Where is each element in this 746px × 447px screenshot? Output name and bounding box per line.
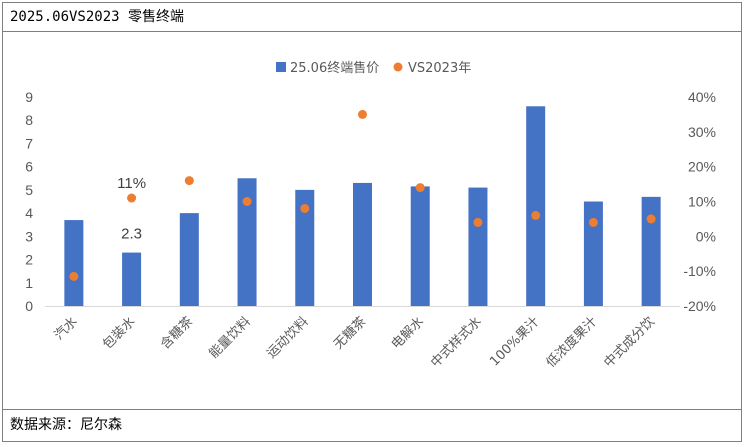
y-left-tick-label: 3 — [25, 228, 33, 244]
y-left-tick-label: 0 — [25, 298, 33, 314]
y-left-tick-label: 2 — [25, 252, 33, 268]
y-right-tick-label: 0% — [696, 228, 716, 244]
scatter-point — [242, 197, 252, 206]
y-left-tick-label: 7 — [25, 135, 33, 151]
x-tick-label: 含糖茶 — [157, 314, 196, 353]
scatter-point — [588, 217, 598, 227]
x-tick-label: 低浓度果汁 — [543, 314, 600, 371]
bar — [237, 178, 257, 306]
scatter-point — [531, 210, 541, 220]
scatter-point — [415, 183, 425, 193]
bar — [641, 196, 661, 306]
y-right-tick-label: -10% — [683, 263, 716, 279]
x-tick-label: 中式成分饮 — [601, 314, 658, 371]
x-tick-label: 无糖茶 — [330, 314, 369, 353]
scatter-point — [300, 203, 310, 213]
chart-frame — [2, 2, 742, 442]
bar — [410, 186, 430, 306]
legend-swatch-bar — [276, 62, 286, 72]
y-right-tick-label: 40% — [688, 89, 716, 105]
x-axis: 汽水 包装水 含糖茶 能量饮料 运动饮料 无糖茶 电解水 中式样式水 100%果汁 低浓度果汁 中式… — [45, 306, 680, 371]
x-tick-label: 运动饮料 — [264, 314, 311, 361]
y-left-tick-label: 6 — [25, 159, 33, 175]
chart-title: 2025.06VS2023 零售终端 — [2, 2, 742, 32]
bar — [295, 189, 315, 306]
y-right-tick-label: 10% — [688, 194, 716, 210]
x-tick-label: 能量饮料 — [206, 314, 253, 361]
y-left-tick-label: 8 — [25, 112, 33, 128]
bar — [64, 220, 84, 306]
source-note: 数据来源：尼尔森 — [2, 409, 742, 442]
x-tick-label: 包装水 — [100, 314, 138, 352]
y-right-tick-label: -20% — [683, 298, 716, 314]
legend-label-bar: 25.06终端售价 — [290, 60, 379, 76]
x-tick-label: 中式样式水 — [428, 314, 485, 371]
scatter-point — [646, 214, 656, 224]
scatter-point — [69, 271, 79, 281]
scatter-point — [358, 109, 367, 119]
data-labels: 2.3 11% — [117, 175, 146, 243]
legend-swatch-marker — [393, 62, 403, 72]
y-left-tick-label: 5 — [25, 182, 33, 198]
bar — [583, 201, 603, 306]
scatter-point — [184, 176, 194, 186]
bar — [468, 187, 488, 306]
y-axis-left: 0 1 2 3 4 5 6 7 8 9 — [25, 89, 33, 314]
scatter-point — [127, 193, 137, 203]
y-left-tick-label: 4 — [25, 205, 33, 221]
x-tick-label: 汽水 — [52, 314, 81, 343]
y-right-tick-label: 30% — [688, 124, 716, 140]
y-left-tick-label: 1 — [25, 275, 33, 291]
y-left-tick-label: 9 — [25, 89, 33, 105]
x-tick-label: 电解水 — [389, 314, 427, 352]
legend: 25.06终端售价 VS2023年 — [276, 60, 471, 76]
bar — [353, 182, 372, 306]
data-label: 2.3 — [121, 226, 142, 243]
scatter-point — [473, 217, 483, 227]
bar-series — [64, 106, 661, 307]
x-tick-label: 100%果汁 — [487, 314, 542, 369]
bar — [122, 252, 142, 306]
y-right-tick-label: 20% — [688, 159, 716, 175]
data-label: 11% — [117, 175, 146, 192]
scatter-series — [69, 109, 656, 281]
y-axis-right: -20% -10% 0% 10% 20% 30% 40% — [683, 89, 716, 314]
bar — [179, 213, 199, 306]
bar — [526, 106, 546, 307]
legend-label-marker: VS2023年 — [408, 61, 471, 76]
